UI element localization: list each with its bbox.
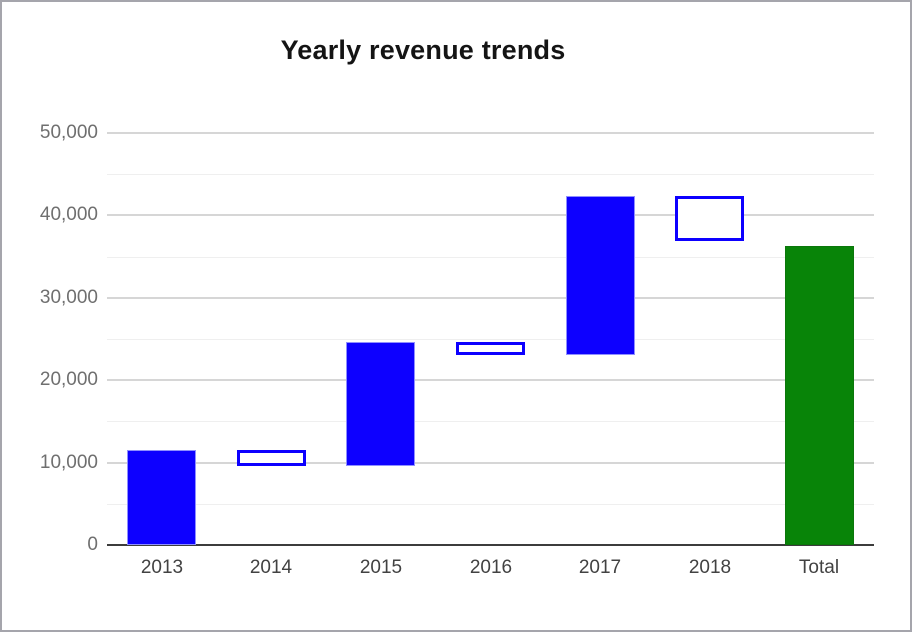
y-axis-tick-label: 40,000	[39, 204, 98, 225]
bar-total[interactable]	[785, 246, 854, 545]
gridline-major	[107, 462, 874, 464]
gridline-minor	[107, 339, 874, 340]
bar-2013[interactable]	[127, 450, 196, 545]
x-axis-label: Total	[798, 557, 840, 578]
x-axis-label: 2016	[469, 557, 513, 578]
gridline-minor	[107, 257, 874, 258]
y-axis-tick-label: 0	[87, 534, 98, 555]
gridline-major	[107, 214, 874, 216]
x-axis-label: 2018	[688, 557, 732, 578]
y-axis-tick-label: 30,000	[39, 287, 98, 308]
gridline-minor	[107, 174, 874, 175]
y-axis-tick-label: 10,000	[39, 452, 98, 473]
chart-title: Yearly revenue trends	[280, 35, 566, 65]
x-axis-label: 2015	[359, 557, 403, 578]
gridline-major	[107, 297, 874, 299]
bar-2018[interactable]	[675, 196, 744, 241]
x-axis-label: 2014	[249, 557, 293, 578]
y-axis-tick-label: 50,000	[39, 122, 98, 143]
bar-2014[interactable]	[237, 450, 306, 466]
x-axis-label: 2017	[578, 557, 622, 578]
gridline-major	[107, 379, 874, 381]
bar-2015[interactable]	[346, 342, 415, 466]
y-axis-tick-label: 20,000	[39, 369, 98, 390]
bar-2017[interactable]	[566, 196, 635, 355]
bar-2016[interactable]	[456, 342, 525, 355]
x-axis-baseline	[107, 544, 874, 546]
gridline-minor	[107, 504, 874, 505]
x-axis-label: 2013	[140, 557, 184, 578]
gridline-major	[107, 132, 874, 134]
gridline-minor	[107, 421, 874, 422]
